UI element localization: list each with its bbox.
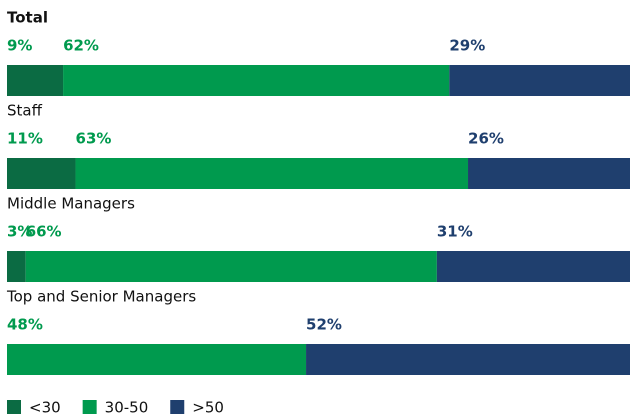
category-label: Top and Senior Managers xyxy=(6,288,196,306)
legend-swatch xyxy=(170,400,185,414)
bar-segment xyxy=(306,344,630,375)
value-label: 66% xyxy=(26,223,62,241)
value-label: 3% xyxy=(7,223,32,241)
bar-segment xyxy=(468,158,630,189)
category-label: Staff xyxy=(7,102,43,120)
value-label: 9% xyxy=(7,37,32,55)
bar-segment xyxy=(7,344,307,375)
value-label: 11% xyxy=(7,130,43,148)
legend-label: >50 xyxy=(192,399,224,417)
legend-label: 30-50 xyxy=(105,399,149,417)
value-label: 26% xyxy=(468,130,504,148)
value-label: 31% xyxy=(437,223,473,241)
bar-segment xyxy=(7,158,76,189)
category-label: Total xyxy=(7,9,48,27)
bar-segment xyxy=(7,65,64,96)
value-label: 52% xyxy=(306,316,342,334)
value-label: 48% xyxy=(7,316,43,334)
category-label: Middle Managers xyxy=(7,195,135,213)
legend-swatch xyxy=(7,400,21,414)
value-label: 63% xyxy=(76,130,112,148)
legend-swatch xyxy=(82,400,97,414)
value-label: 62% xyxy=(63,37,99,55)
bar-segment xyxy=(436,251,630,282)
value-label: 29% xyxy=(449,37,485,55)
legend-label: <30 xyxy=(29,399,61,417)
bar-segment xyxy=(449,65,630,96)
bar-segment xyxy=(63,65,450,96)
bar-segment xyxy=(75,158,469,189)
bar-segment xyxy=(7,251,26,282)
bar-segment xyxy=(25,251,437,282)
